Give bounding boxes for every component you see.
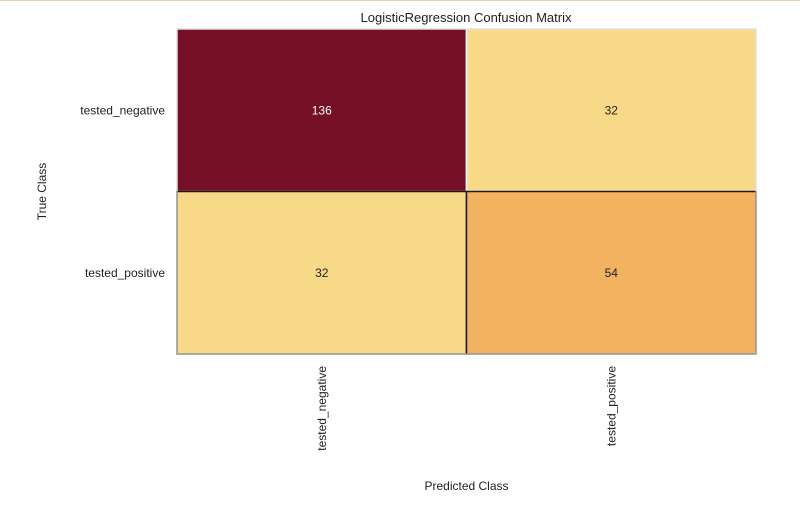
x-axis-tick-labels: tested_negative tested_positive <box>315 366 619 451</box>
matrix-cell-value-r1-c1: 54 <box>605 266 619 280</box>
matrix-cells <box>176 28 757 355</box>
matrix-cell-value-r1-c0: 32 <box>315 266 329 280</box>
x-axis-label: Predicted Class <box>424 479 508 493</box>
y-tick-label: tested_positive <box>85 266 165 280</box>
x-tick-label: tested_negative <box>315 366 329 451</box>
y-axis-tick-labels: tested_negative tested_positive <box>80 103 165 280</box>
chart-title: LogisticRegression Confusion Matrix <box>361 10 572 25</box>
matrix-cell-r0-c0 <box>176 28 468 193</box>
matrix-cell-value-r0-c1: 32 <box>605 103 619 117</box>
plot-frame <box>176 28 757 355</box>
y-axis-label: True Class <box>35 163 49 221</box>
matrix-cell-value-r0-c0: 136 <box>312 103 332 117</box>
matrix-cell-r0-c1 <box>465 28 757 193</box>
matrix-cell-labels: 136 32 32 54 <box>312 103 619 280</box>
x-tick-label: tested_positive <box>604 366 618 446</box>
y-tick-label: tested_negative <box>80 103 165 117</box>
top-rule <box>0 0 800 1</box>
